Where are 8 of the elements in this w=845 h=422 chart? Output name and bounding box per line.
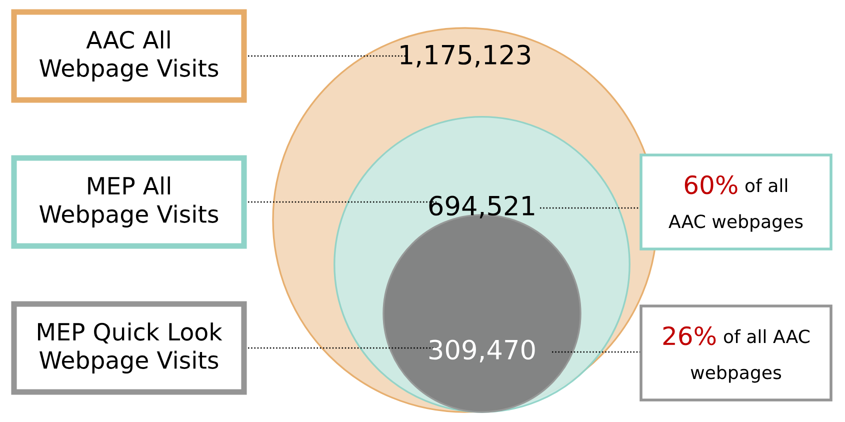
- data-label: 1,175,123: [400, 44, 530, 68]
- category-label: AAC All Webpage Visits: [40, 30, 218, 82]
- category-label: MEP All Webpage Visits: [40, 176, 218, 228]
- data-label: 694,521: [429, 196, 534, 218]
- data-label: 309,470: [429, 340, 535, 362]
- text: 60% of all AAC webpages: [668, 175, 803, 232]
- category-label: MEP Quick Look Webpage Visits: [38, 322, 222, 374]
- text: 26% of all AAC webpages: [663, 326, 810, 383]
